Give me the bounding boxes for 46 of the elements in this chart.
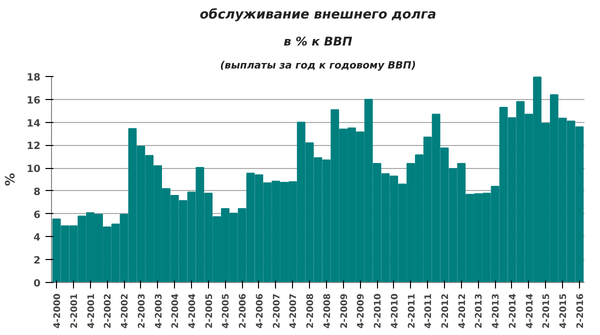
y-axis-title: % xyxy=(4,172,19,186)
x-tick-label: 4-2012 xyxy=(458,294,468,329)
x-tick-label: 2-2016 xyxy=(576,294,586,329)
x-tick-label: 2-2009 xyxy=(340,294,350,329)
x-tick-label: 4-2007 xyxy=(289,294,300,329)
x-tick-label: 2-2002 xyxy=(104,294,114,329)
text: (выплаты за год к годовому ВВП) xyxy=(220,60,416,72)
y-tick-label: 12 xyxy=(26,141,41,152)
x-tick-label: 4-2003 xyxy=(154,294,164,329)
x-tick-label: 4-2002 xyxy=(120,294,131,329)
x-tick-label: 2-2013 xyxy=(474,294,485,329)
chart-subtitle: в % к ВВП xyxy=(284,34,352,48)
y-tick-label: 14 xyxy=(26,118,41,130)
y-tick-label: 10 xyxy=(26,164,41,176)
y-tick-label: 2 xyxy=(34,256,41,267)
x-tick-label: 2-2004 xyxy=(171,294,182,329)
x-tick-label: 4-2015 xyxy=(559,294,570,329)
y-tick-label: 0 xyxy=(34,278,41,290)
y-tick-label: 4 xyxy=(34,232,41,244)
x-tick-label: 4-2005 xyxy=(222,294,232,329)
x-tick-label: 4-2004 xyxy=(188,294,198,329)
y-tick-label: 16 xyxy=(26,95,41,106)
x-tick-label: 2-2001 xyxy=(70,294,80,329)
y-tick-label: 6 xyxy=(34,210,41,221)
x-tick-label: 2-2010 xyxy=(374,294,384,329)
x-tick-label: 4-2006 xyxy=(255,294,266,329)
x-tick-label: 4-2001 xyxy=(86,294,97,329)
x-tick-label: 2-2015 xyxy=(542,294,552,329)
x-tick-label: 4-2010 xyxy=(390,294,400,329)
x-tick-label: 2-2005 xyxy=(204,294,215,329)
x-tick-label: 4-2014 xyxy=(525,294,536,329)
x-tick-label: 4-2009 xyxy=(356,294,367,329)
x-tick-label: 2-2011 xyxy=(407,294,418,329)
y-tick-label: 18 xyxy=(26,72,41,84)
x-tick-label: 4-2013 xyxy=(492,294,502,329)
x-tick-label: 2-2007 xyxy=(272,294,282,329)
x-tick-label: 2-2003 xyxy=(137,294,148,329)
x-tick-label: 4-2011 xyxy=(424,294,434,329)
x-tick-label: 2-2012 xyxy=(441,294,452,329)
x-tick-label: 4-2008 xyxy=(322,294,333,329)
x-tick-label: 2-2014 xyxy=(508,294,518,329)
y-tick-label: 8 xyxy=(34,186,41,198)
x-tick-label: 2-2006 xyxy=(238,294,249,329)
x-tick-label: 2-2008 xyxy=(306,294,316,329)
chart-title: обслуживание внешнего долга xyxy=(200,8,436,22)
x-tick-label: 4-2000 xyxy=(53,294,64,329)
